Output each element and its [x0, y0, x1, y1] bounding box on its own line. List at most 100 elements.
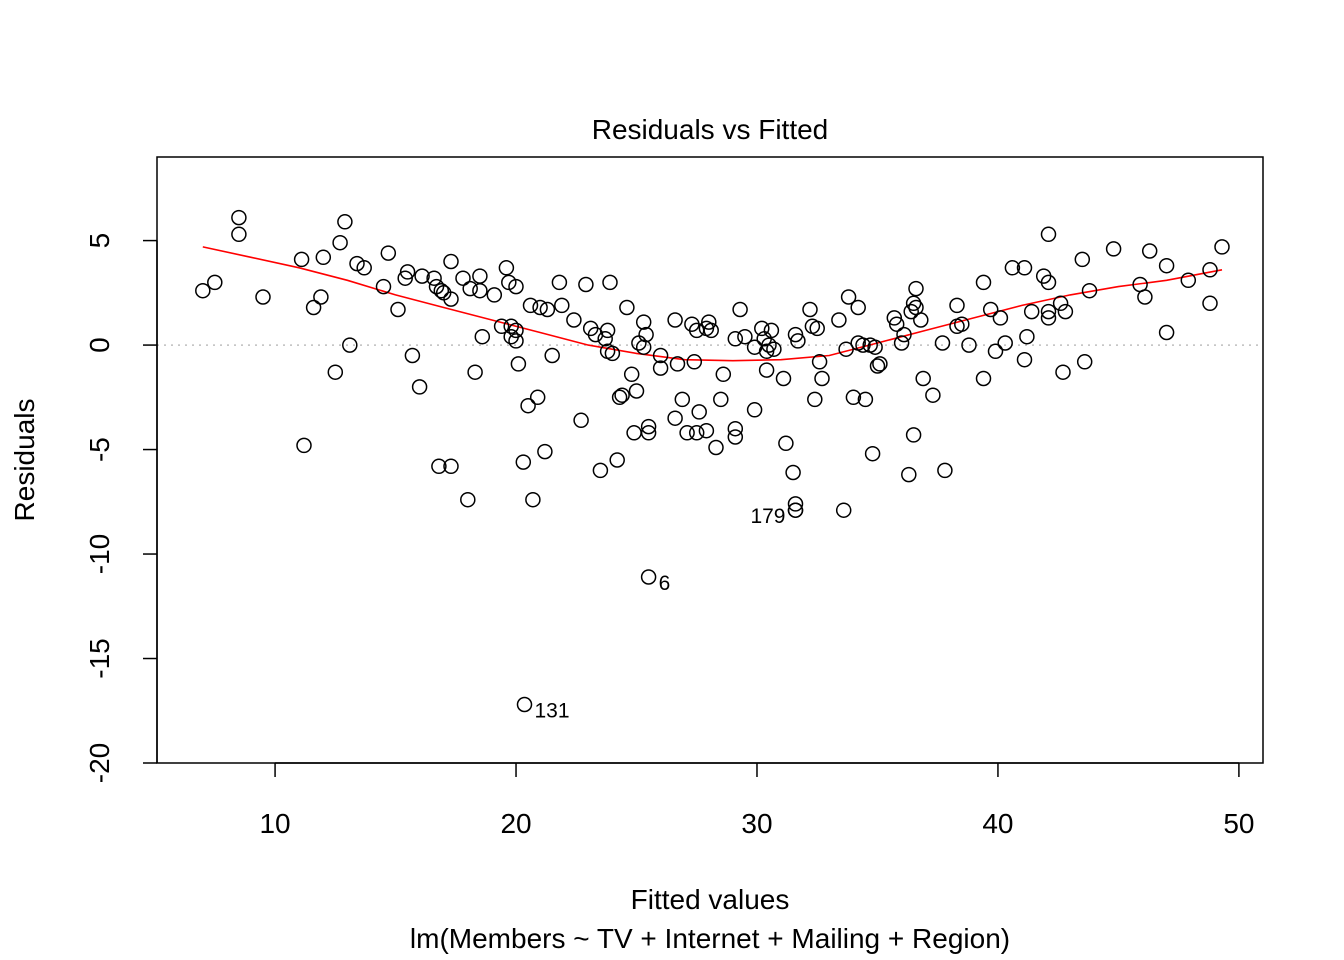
data-point [573, 412, 589, 429]
data-point [746, 402, 763, 418]
data-point [380, 245, 397, 261]
data-point [460, 491, 476, 508]
data-point [1076, 354, 1093, 370]
data-point [602, 274, 618, 291]
data-point [554, 297, 570, 314]
outlier-label: 6 [659, 572, 671, 595]
data-point [802, 301, 818, 318]
x-tick-label: 50 [1223, 808, 1254, 839]
data-point [901, 466, 917, 483]
data-point [614, 387, 630, 403]
data-point [404, 347, 421, 364]
outlier-label: 131 [535, 700, 570, 723]
data-point [231, 226, 247, 243]
data-point [592, 462, 609, 479]
data-point [954, 316, 970, 332]
chart-title: Residuals vs Fitted [592, 114, 829, 145]
data-point [635, 314, 652, 330]
data-point [727, 429, 744, 445]
data-point [431, 458, 447, 475]
data-point [342, 337, 358, 353]
data-point [337, 214, 353, 230]
data-point [888, 316, 905, 332]
x-tick-label: 20 [500, 808, 531, 839]
data-point [508, 278, 524, 295]
points-layer [195, 209, 1230, 713]
data-point [864, 445, 881, 462]
x-axis: 10 20 30 40 50 [259, 762, 1254, 839]
data-point [845, 389, 862, 406]
data-point [1137, 289, 1153, 305]
data-point [684, 316, 700, 332]
data-point [472, 282, 488, 299]
data-point [1040, 274, 1057, 291]
data-point [195, 282, 211, 299]
data-point [399, 264, 416, 280]
data-point [414, 268, 430, 284]
data-point [493, 318, 510, 335]
data-point [207, 274, 223, 291]
data-point [790, 333, 806, 349]
y-tick-label: -15 [84, 638, 115, 678]
data-point [766, 341, 782, 357]
data-point [761, 337, 777, 353]
data-point [537, 443, 553, 460]
data-point [635, 339, 652, 355]
data-point [872, 356, 888, 372]
data-point [679, 425, 695, 441]
plot-frame [156, 156, 1264, 764]
data-point [667, 410, 683, 426]
data-point [691, 404, 707, 420]
data-point [886, 310, 903, 326]
data-point [578, 276, 594, 293]
data-point [1081, 282, 1098, 299]
data-point [255, 289, 271, 305]
data-point [462, 280, 478, 297]
model-formula-subtitle: lm(Members ~ TV + Internet + Mailing + R… [410, 923, 1010, 954]
data-point [893, 335, 910, 351]
data-point [667, 312, 683, 328]
data-point [609, 452, 625, 468]
data-point [467, 364, 483, 380]
data-point [937, 462, 953, 479]
data-point [411, 379, 428, 395]
data-point [1141, 243, 1158, 259]
data-point [515, 454, 532, 470]
data-point [778, 435, 794, 452]
data-point [838, 341, 854, 357]
data-point [315, 249, 332, 266]
y-axis: -20 -15 -10 -5 0 5 [84, 233, 158, 783]
data-point [522, 297, 539, 314]
data-point [599, 322, 616, 339]
data-point [1158, 257, 1175, 274]
data-point [525, 491, 541, 508]
data-point [987, 343, 1004, 360]
data-point [715, 366, 732, 383]
data-point [508, 322, 524, 339]
data-point [566, 312, 582, 328]
data-point [652, 360, 669, 376]
data-point [510, 356, 527, 372]
data-point [686, 354, 703, 370]
data-point [1019, 328, 1035, 345]
data-point [982, 301, 999, 318]
data-point [713, 391, 729, 408]
data-point [520, 397, 536, 414]
data-point [785, 464, 801, 481]
data-point [688, 425, 705, 441]
data-point [787, 496, 804, 512]
data-point [1214, 239, 1230, 255]
data-point [623, 366, 640, 383]
data-point [727, 420, 744, 437]
data-point [486, 287, 503, 303]
data-point [787, 326, 804, 343]
data-point [1016, 351, 1033, 368]
data-point [867, 339, 883, 355]
data-point [905, 427, 922, 443]
data-point [997, 335, 1013, 351]
x-tick-label: 10 [259, 808, 290, 839]
data-point [698, 422, 715, 439]
data-point [1180, 272, 1197, 289]
data-point [1040, 226, 1057, 243]
data-point [443, 458, 459, 475]
